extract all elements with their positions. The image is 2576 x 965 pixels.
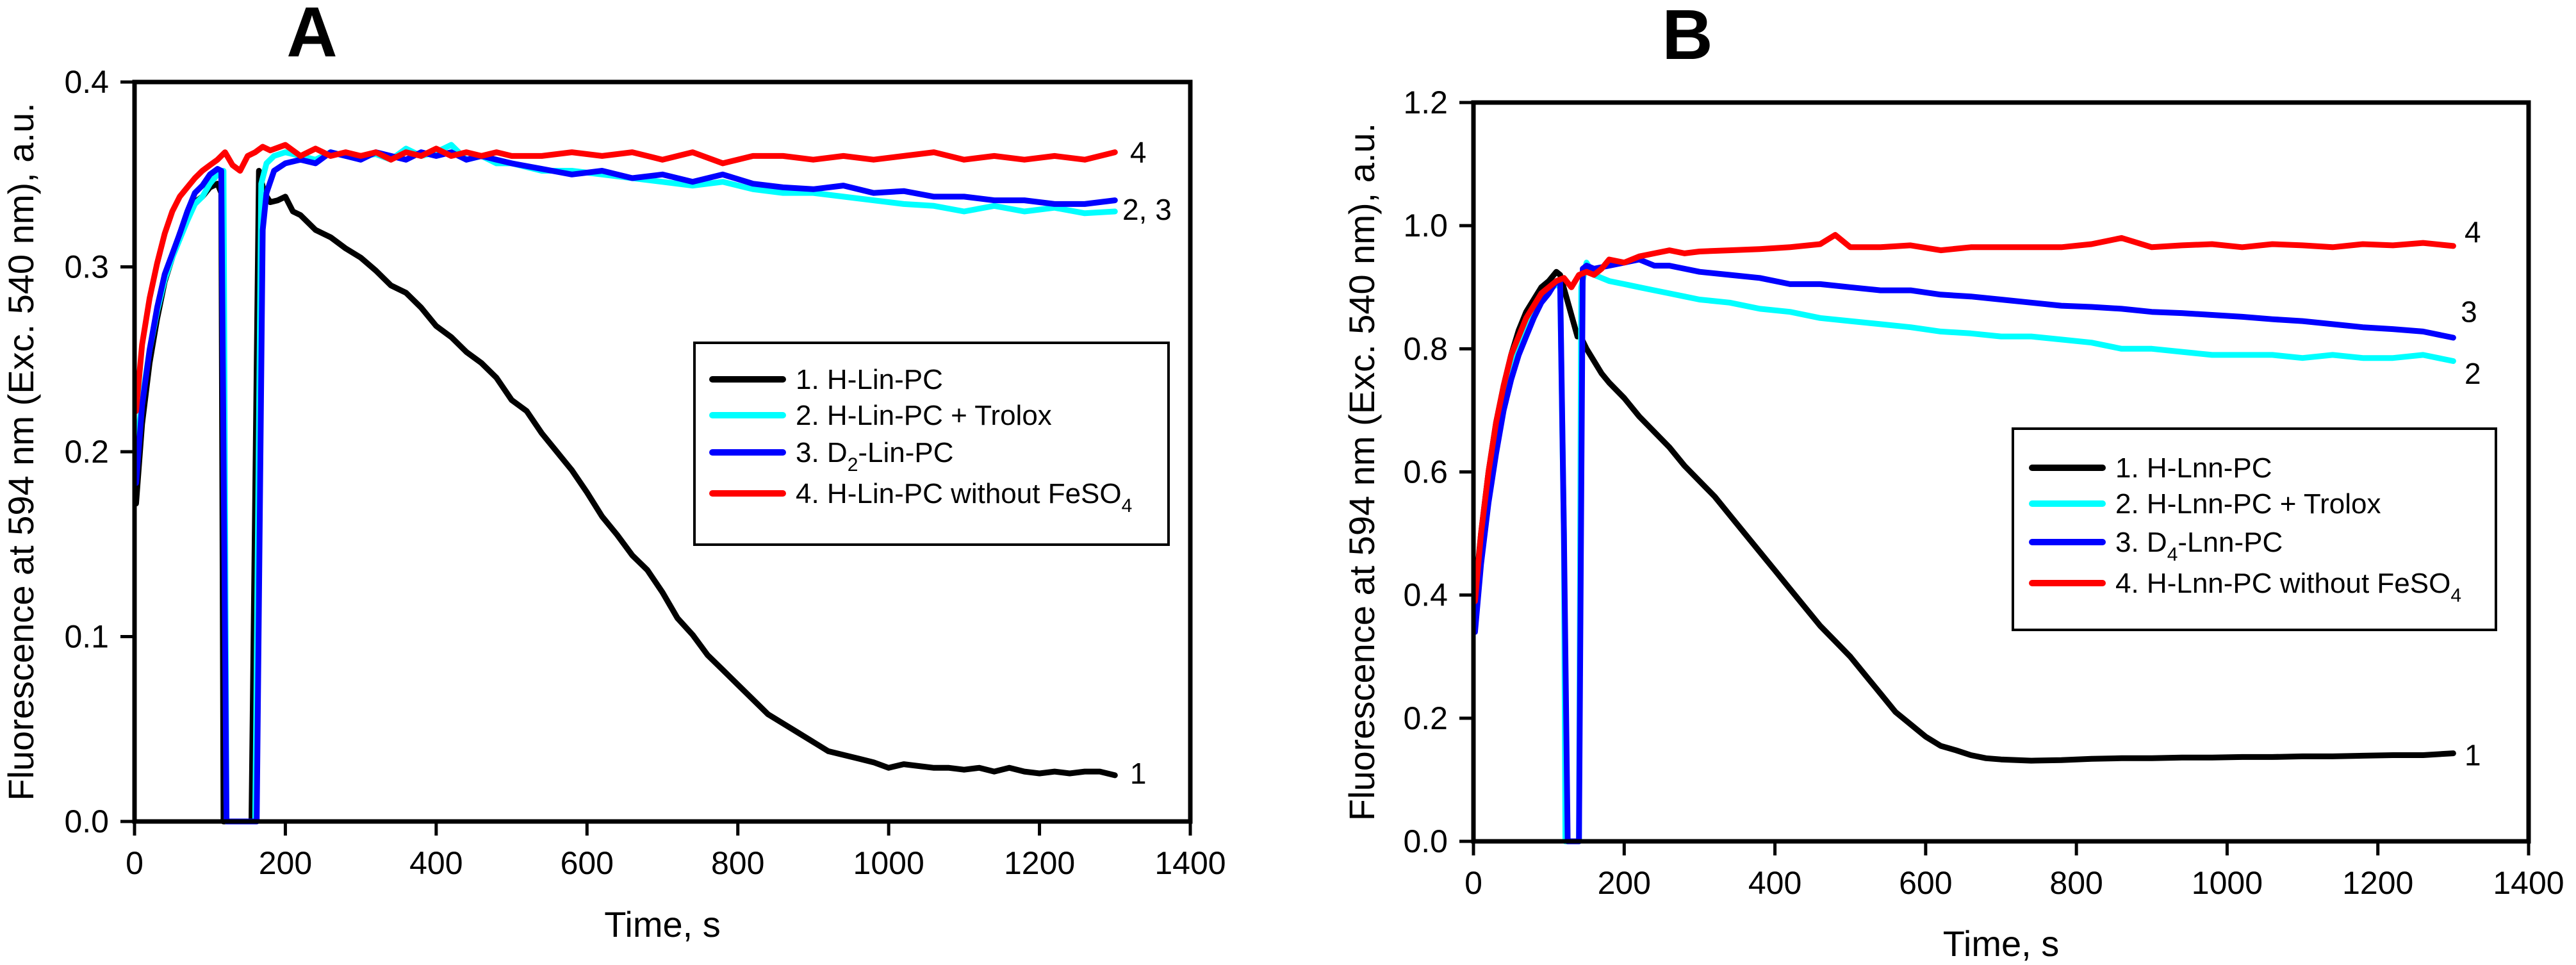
x-tick-label: 1400 xyxy=(2493,865,2564,901)
legend-label: 2. H-Lnn-PC + Trolox xyxy=(2115,488,2381,520)
legend-label-text: 1. H-Lin-PC xyxy=(796,364,943,395)
x-axis-title: Time, s xyxy=(1943,923,2059,964)
panel-a: A 0 200 400 600 800 1000 1200 1400 0.0 0.1 0.2 0.3 0.… xyxy=(1,0,1226,944)
series-line-1 xyxy=(1472,268,2456,764)
legend-label-text: 2. H-Lnn-PC + Trolox xyxy=(2115,488,2381,520)
x-tick-label: 1200 xyxy=(2342,865,2413,901)
legend-label: 1. H-Lnn-PC xyxy=(2115,452,2272,484)
legend-box xyxy=(693,342,1170,546)
legend-subscript: 2 xyxy=(848,454,858,475)
y-tick-label: 1.2 xyxy=(1403,85,1448,120)
x-tick-label: 400 xyxy=(409,845,463,881)
x-tick-label: 1000 xyxy=(2192,865,2263,901)
x-tick-label: 0 xyxy=(1464,865,1482,901)
series-line-3 xyxy=(133,149,1118,825)
curve-end-label: 1 xyxy=(2465,738,2481,771)
x-tick-label: 800 xyxy=(711,845,764,881)
legend-label-text: 1. H-Lnn-PC xyxy=(2115,452,2272,484)
curve-end-label: 4 xyxy=(2465,215,2481,249)
legend-box xyxy=(2012,427,2497,631)
legend-label-text: 2. H-Lin-PC + Trolox xyxy=(796,400,1052,431)
legend-label-text: 3. D xyxy=(2115,527,2167,558)
x-tick-label: 800 xyxy=(2049,865,2103,901)
y-tick-label: 0.3 xyxy=(64,249,109,285)
x-tick-label: 1200 xyxy=(1004,845,1075,881)
legend-subscript: 4 xyxy=(2450,585,2461,606)
x-tick-label: 1400 xyxy=(1154,845,1226,881)
y-tick-label: 0.6 xyxy=(1403,454,1448,490)
y-tick-label: 0.2 xyxy=(64,434,109,470)
y-tick-label: 0.0 xyxy=(64,804,109,839)
legend-subscript: 4 xyxy=(1122,495,1133,516)
legend-label-text: 4. H-Lin-PC without FeSO xyxy=(796,478,1122,509)
panel-b: B 0 200 400 600 800 1000 1200 1400 0.0 0.2 0.4 0.6 0.… xyxy=(1341,0,2564,964)
x-axis-title: Time, s xyxy=(604,904,720,944)
y-tick-label: 0.4 xyxy=(64,64,109,100)
panel-title: B xyxy=(1662,0,1712,74)
y-tick-label: 0.1 xyxy=(64,619,109,655)
y-axis-title: Fluorescence at 594 nm (Exc. 540 nm), a.… xyxy=(1341,123,1382,821)
x-tick-label: 0 xyxy=(126,845,144,881)
y-tick-label: 0.8 xyxy=(1403,331,1448,367)
y-tick-label: 0.0 xyxy=(1403,823,1448,859)
legend-label: 3. D4-Lnn-PC xyxy=(2115,527,2283,565)
legend-label-text: 4. H-Lnn-PC without FeSO xyxy=(2115,568,2450,599)
series-line-3 xyxy=(1472,256,2456,845)
y-tick-label: 1.0 xyxy=(1403,208,1448,243)
curve-end-label: 1 xyxy=(1130,757,1147,790)
legend-label: 3. D2-Lin-PC xyxy=(796,437,954,475)
legend-label: 2. H-Lin-PC + Trolox xyxy=(796,400,1052,431)
series-line-4 xyxy=(133,142,1118,414)
x-tick-label: 400 xyxy=(1748,865,1801,901)
curve-end-label: 3 xyxy=(2461,295,2477,329)
legend: 1. H-Lin-PC 2. H-Lin-PC + Trolox 3. D2-Lin… xyxy=(693,342,1170,546)
y-tick-label: 0.2 xyxy=(1403,700,1448,736)
panel-title: A xyxy=(286,0,337,72)
legend-label: 1. H-Lin-PC xyxy=(796,364,943,395)
series-group xyxy=(1472,232,2456,845)
y-tick-label: 0.4 xyxy=(1403,577,1448,613)
series-line-4 xyxy=(1472,232,2456,604)
curve-end-label: 2, 3 xyxy=(1122,193,1172,226)
series-group xyxy=(133,142,1118,825)
curve-end-label: 2 xyxy=(2465,357,2481,390)
x-tick-label: 600 xyxy=(561,845,614,881)
legend-label-text: 3. D xyxy=(796,437,848,468)
x-tick-label: 600 xyxy=(1899,865,1952,901)
x-tick-label: 200 xyxy=(1598,865,1651,901)
curve-end-label: 4 xyxy=(1130,136,1147,169)
legend-subscript: 4 xyxy=(2167,544,2178,565)
x-tick-label: 1000 xyxy=(853,845,924,881)
legend-label: 4. H-Lnn-PC without FeSO4 xyxy=(2115,568,2461,606)
y-axis-title: Fluorescence at 594 nm (Exc. 540 nm), a.… xyxy=(1,103,41,800)
legend-label-suffix: -Lnn-PC xyxy=(2178,527,2283,558)
legend-label-suffix: -Lin-PC xyxy=(858,437,953,468)
legend-label: 4. H-Lin-PC without FeSO4 xyxy=(796,478,1132,516)
x-tick-label: 200 xyxy=(259,845,312,881)
